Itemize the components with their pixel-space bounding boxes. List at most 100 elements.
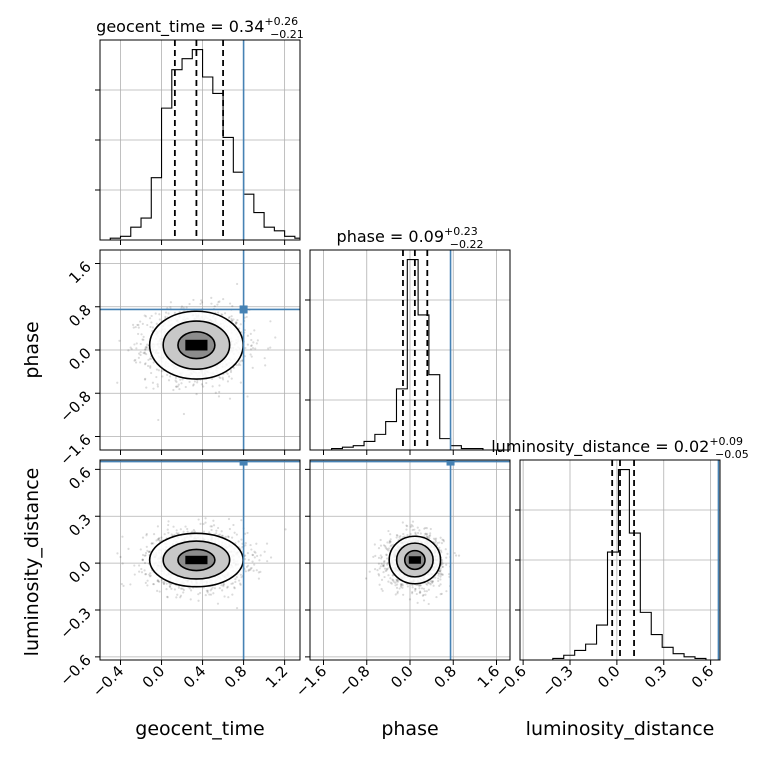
- scatter-point: [152, 361, 155, 364]
- scatter-point: [167, 523, 170, 527]
- scatter-point: [177, 383, 180, 386]
- scatter-point: [145, 345, 148, 348]
- scatter-point: [192, 528, 195, 532]
- scatter-point: [136, 332, 140, 336]
- scatter-point: [177, 586, 180, 589]
- scatter-point: [274, 336, 277, 339]
- scatter-point: [161, 375, 164, 378]
- scatter-point: [137, 326, 140, 329]
- scatter-point: [434, 540, 438, 543]
- scatter-point: [218, 300, 221, 303]
- scatter-point: [263, 357, 266, 360]
- scatter-point: [150, 321, 153, 324]
- scatter-point: [188, 302, 191, 306]
- scatter-point: [229, 370, 233, 374]
- scatter-point: [249, 353, 252, 356]
- scatter-point: [144, 347, 147, 351]
- scatter-point: [372, 555, 375, 558]
- scatter-point: [139, 342, 142, 346]
- scatter-point: [388, 540, 391, 543]
- scatter-point: [457, 554, 461, 557]
- scatter-point: [144, 551, 148, 555]
- scatter-point: [182, 588, 186, 592]
- scatter-point: [440, 592, 443, 596]
- scatter-point: [148, 357, 151, 360]
- scatter-point: [218, 586, 221, 590]
- scatter-point: [231, 305, 234, 308]
- scatter-point: [199, 591, 202, 595]
- scatter-point: [383, 575, 386, 579]
- scatter-point: [205, 589, 208, 592]
- scatter-point: [200, 299, 203, 302]
- scatter-point: [395, 578, 398, 581]
- scatter-point: [432, 584, 435, 587]
- scatter-point: [434, 576, 437, 579]
- scatter-point: [240, 519, 243, 522]
- scatter-point: [208, 531, 211, 534]
- scatter-point: [129, 346, 132, 349]
- scatter-point: [437, 574, 440, 577]
- scatter-point: [373, 543, 376, 546]
- scatter-point: [142, 338, 145, 341]
- scatter-point: [204, 594, 207, 597]
- scatter-point: [235, 282, 239, 286]
- scatter-point: [226, 586, 229, 589]
- scatter-point: [438, 570, 441, 573]
- scatter-point: [395, 533, 398, 537]
- scatter-point: [380, 562, 383, 565]
- scatter-point: [239, 381, 242, 384]
- scatter-point: [435, 595, 438, 599]
- scatter-point: [138, 352, 141, 355]
- scatter-point: [221, 378, 225, 381]
- scatter-point: [127, 547, 130, 550]
- scatter-point: [389, 577, 392, 580]
- title-phase: phase = 0.09+0.23 −0.22: [337, 225, 484, 251]
- scatter-point: [186, 530, 189, 533]
- scatter-point: [441, 562, 444, 565]
- scatter-point: [395, 580, 398, 583]
- scatter-point: [139, 548, 142, 551]
- scatter-point: [418, 591, 421, 594]
- scatter-point: [152, 582, 155, 586]
- scatter-point: [209, 525, 212, 528]
- scatter-point: [381, 564, 385, 567]
- scatter-point: [418, 587, 421, 590]
- scatter-point: [210, 528, 213, 532]
- scatter-point: [221, 376, 224, 379]
- scatter-point: [418, 590, 422, 593]
- scatter-point: [199, 302, 202, 305]
- scatter-point: [140, 571, 144, 574]
- scatter-point: [200, 301, 204, 304]
- scatter-point: [213, 587, 216, 590]
- scatter-point: [226, 585, 229, 588]
- scatter-point: [252, 569, 255, 572]
- scatter-point: [169, 585, 172, 588]
- scatter-point: [157, 537, 160, 540]
- scatter-point: [426, 583, 429, 586]
- scatter-point: [165, 582, 168, 585]
- scatter-geocent-time-vs-phase-contour-mid: [162, 320, 231, 371]
- scatter-point: [440, 551, 443, 554]
- scatter-point: [364, 577, 368, 580]
- xlabel-geocent-time: geocent_time: [135, 718, 264, 740]
- scatter-point: [219, 376, 222, 380]
- scatter-point: [151, 381, 155, 384]
- scatter-point: [377, 573, 380, 576]
- scatter-point: [437, 572, 441, 575]
- scatter-point: [175, 596, 178, 599]
- scatter-point: [122, 584, 125, 588]
- scatter-point: [382, 563, 386, 566]
- scatter-point: [447, 573, 451, 576]
- scatter-point: [386, 548, 389, 551]
- scatter-point: [217, 300, 220, 304]
- scatter-point: [121, 535, 124, 538]
- scatter-point: [156, 525, 159, 528]
- scatter-point: [247, 558, 250, 561]
- scatter-point: [152, 533, 156, 536]
- scatter-point: [143, 352, 146, 355]
- scatter-point: [253, 329, 256, 332]
- scatter-point: [239, 582, 242, 585]
- scatter-point: [396, 592, 399, 595]
- scatter-point: [189, 589, 193, 592]
